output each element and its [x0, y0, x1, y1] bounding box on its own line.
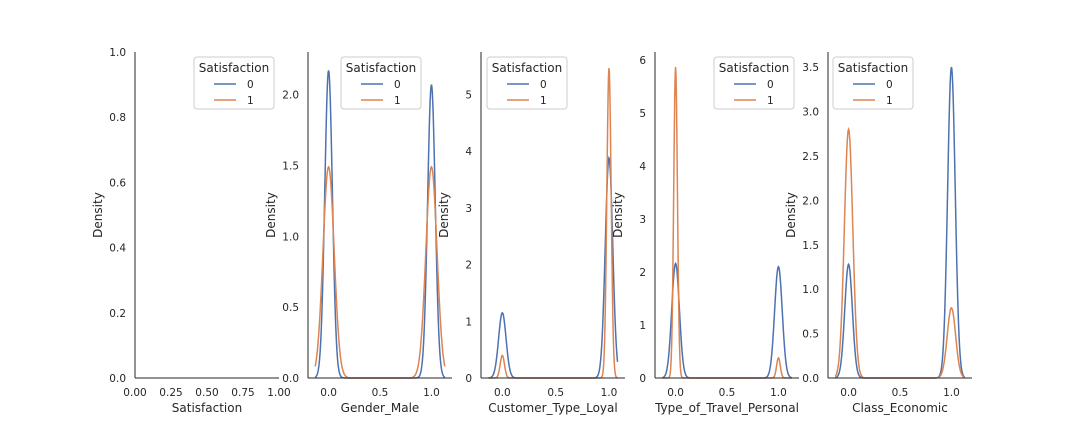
x-axis-title: Satisfaction [172, 401, 242, 415]
x-axis-title: Class_Economic [852, 401, 948, 415]
subplot-4: 0 1 2 3 4 5 6 0.0 0.5 1.0 Type_of_Travel_Personal D… [611, 52, 799, 415]
x-tick-label: 0.5 [719, 387, 736, 399]
y-tick-label: 0.0 [282, 373, 299, 385]
y-tick-label: 3.0 [802, 107, 819, 119]
legend-label-0: 0 [886, 79, 893, 91]
x-tick-label: 0.0 [840, 387, 857, 399]
x-tick-label: 0.5 [547, 387, 564, 399]
x-tick-label: 1.0 [943, 387, 960, 399]
x-tick-label: 0.0 [320, 387, 337, 399]
legend: Satisfaction 0 1 [832, 56, 914, 110]
legend-label-0: 0 [247, 79, 254, 91]
y-tick-label: 1.0 [109, 47, 126, 59]
x-tick-label: 0.00 [123, 387, 146, 399]
series-0-line [488, 155, 619, 379]
subplot-2: 0.00.51.01.52.00.0 0.5 1.0Gender_MaleDensi… [264, 52, 452, 415]
x-tick-label: 0.5 [892, 387, 909, 399]
y-tick-label: 1 [465, 316, 472, 328]
series-1-line [662, 66, 792, 379]
y-tick-label: 3 [465, 203, 472, 215]
y-tick-label: 1.5 [802, 240, 819, 252]
y-tick-label: 2.0 [802, 195, 819, 207]
legend-box [832, 56, 914, 110]
x-tick-label: 0.0 [494, 387, 511, 399]
y-tick-label: 2 [465, 260, 472, 272]
legend-title: Satisfaction [719, 61, 789, 75]
y-axis-title: Density [784, 192, 798, 238]
x-axis-title: Customer_Type_Loyal [488, 401, 617, 415]
x-axis-title: Gender_Male [341, 401, 420, 415]
y-tick-label: 0.5 [802, 329, 819, 341]
y-axis-title: Density [264, 192, 278, 238]
y-tick-label: 2.0 [282, 90, 299, 102]
legend-label-0: 0 [540, 79, 547, 91]
series-0-line [835, 66, 966, 379]
y-axis-title: Density [437, 192, 451, 238]
y-tick-label: 0 [465, 373, 472, 385]
series-0-line [314, 70, 446, 379]
y-tick-label: 0.6 [109, 177, 126, 189]
x-tick-label: 0.5 [372, 387, 389, 399]
y-tick-label: 6 [639, 55, 646, 67]
legend-box [486, 56, 568, 110]
y-tick-label: 0.5 [282, 302, 299, 314]
y-tick-label: 2 [639, 267, 646, 279]
legend-label-1: 1 [767, 95, 774, 107]
subplot-5: 0.0 0.5 1.0 1.5 2.0 2.5 3.0 3.5 0.0 0.5 1.0 Class_E… [784, 52, 972, 415]
y-tick-label: 4 [465, 146, 472, 158]
y-tick-label: 1.0 [802, 284, 819, 296]
series-1-line [314, 165, 446, 379]
legend-label-0: 0 [767, 79, 774, 91]
legend-box [713, 56, 795, 110]
legend-title: Satisfaction [492, 61, 562, 75]
y-tick-label: 5 [465, 90, 472, 102]
y-tick-label: 1.0 [282, 231, 299, 243]
subplot-3: 0 1 2 3 4 5 0.0 0.5 1.0 Customer_Type_Loyal Densit… [437, 52, 625, 415]
y-tick-label: 0.0 [109, 373, 126, 385]
x-tick-label: 1.0 [770, 387, 787, 399]
series-0-line [662, 262, 792, 379]
y-tick-label: 0.8 [109, 112, 126, 124]
legend: Satisfaction 0 1 [340, 56, 422, 110]
legend-label-1: 1 [394, 95, 401, 107]
legend-label-1: 1 [247, 95, 254, 107]
legend-box [340, 56, 422, 110]
y-tick-label: 3 [639, 214, 646, 226]
y-axis-title: Density [91, 192, 105, 238]
subplot-1: 0.0 0.2 0.4 0.6 0.8 1.0 0.00 0.25 0.50 0.75 1.00 Sa… [91, 47, 291, 415]
legend-title: Satisfaction [346, 61, 416, 75]
legend-label-0: 0 [394, 79, 401, 91]
y-tick-label: 2.5 [802, 151, 819, 163]
legend-title: Satisfaction [838, 61, 908, 75]
y-tick-label: 5 [639, 108, 646, 120]
legend-label-1: 1 [540, 95, 547, 107]
x-tick-label: 1.00 [267, 387, 290, 399]
legend: Satisfaction 0 1 [193, 56, 275, 110]
y-tick-label: 0.2 [109, 308, 126, 320]
x-tick-label: 0.50 [195, 387, 218, 399]
y-tick-label: 0.4 [109, 243, 126, 255]
y-axis-title: Density [611, 192, 625, 238]
y-tick-label: 0 [639, 373, 646, 385]
x-tick-label: 0.75 [231, 387, 254, 399]
x-axis-title: Type_of_Travel_Personal [654, 401, 799, 415]
x-tick-label: 1.0 [423, 387, 440, 399]
x-tick-label: 0.0 [667, 387, 684, 399]
series-1-line [488, 67, 618, 379]
legend-label-1: 1 [886, 95, 893, 107]
x-tick-label: 1.0 [601, 387, 618, 399]
y-tick-label: 3.5 [802, 62, 819, 74]
y-tick-label: 1.5 [282, 160, 299, 172]
y-tick-label: 0.0 [802, 373, 819, 385]
y-tick-label: 1 [639, 320, 646, 332]
x-tick-label: 0.25 [159, 387, 182, 399]
legend: Satisfaction 0 1 [713, 56, 795, 110]
legend-title: Satisfaction [199, 61, 269, 75]
y-tick-label: 4 [639, 161, 646, 173]
legend-box [193, 56, 275, 110]
legend: Satisfaction 0 1 [486, 56, 568, 110]
